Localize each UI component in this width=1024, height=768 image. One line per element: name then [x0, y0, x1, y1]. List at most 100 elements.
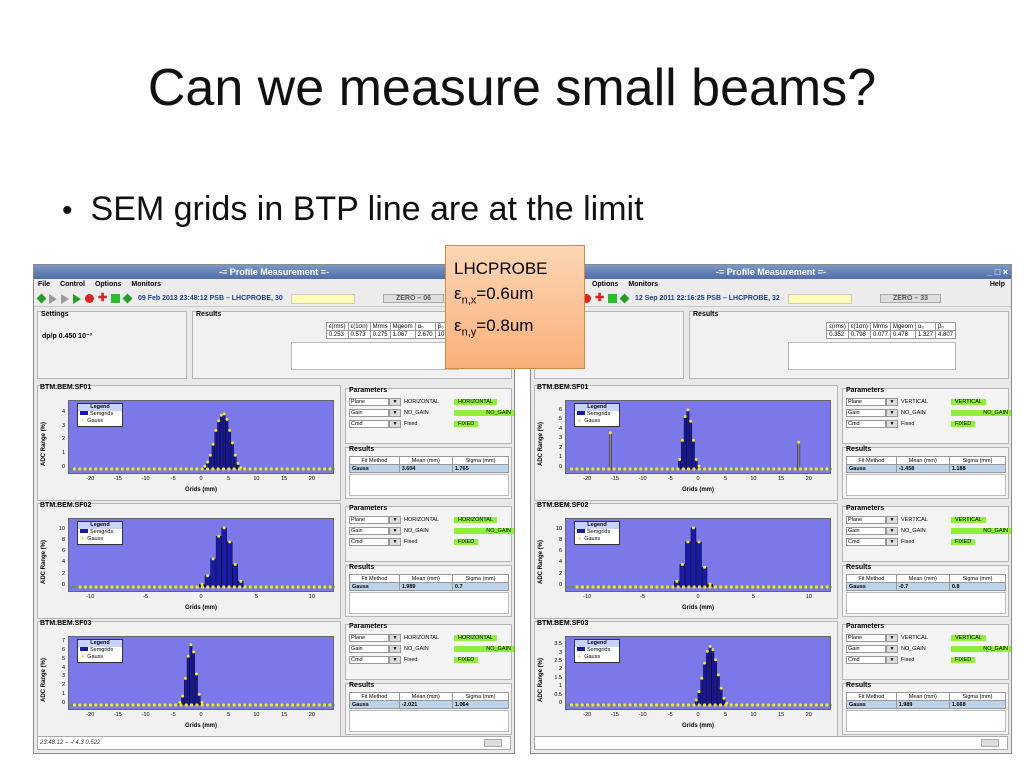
gauss-point: [259, 585, 263, 589]
gauss-point: [83, 585, 88, 589]
step-icon[interactable]: [61, 293, 69, 304]
gauss-point: [767, 585, 771, 589]
y-axis-label: ADC Range (%): [41, 657, 47, 702]
gauss-point: [686, 467, 691, 471]
status-green-icon[interactable]: [608, 294, 617, 303]
semgrid-bar: [189, 644, 193, 706]
plane-select[interactable]: Plane: [349, 397, 389, 406]
window-titlebar[interactable]: -= Profile Measurement =-_ □ ×: [34, 265, 514, 279]
gauss-point: [716, 673, 720, 677]
cmd-select[interactable]: Cmd: [349, 419, 389, 428]
menu-monitors[interactable]: Monitors: [131, 281, 161, 288]
stop-icon[interactable]: [85, 294, 94, 303]
chevron-down-icon[interactable]: ▼: [886, 644, 898, 653]
gain-select[interactable]: Gain: [846, 644, 886, 653]
x-tick-label: 5: [254, 594, 258, 600]
chevron-down-icon[interactable]: ▼: [389, 644, 401, 653]
plane-select[interactable]: Plane: [846, 515, 886, 524]
fit-header-mean: Mean (mm): [895, 692, 950, 701]
zero-button[interactable]: ZERO – 33: [879, 294, 941, 303]
fit-results-panel: Results Fit Method Mean (mm) Sigma (mm) Gaus…: [842, 682, 1009, 735]
chevron-down-icon[interactable]: ▼: [389, 633, 401, 642]
gain-select[interactable]: Gain: [349, 408, 389, 417]
x-tick-label: -10: [141, 712, 150, 718]
gauss-point: [72, 467, 77, 471]
chevron-down-icon[interactable]: ▼: [886, 537, 898, 546]
stop-icon[interactable]: [582, 294, 591, 303]
plane-select[interactable]: Plane: [349, 515, 389, 524]
add-icon[interactable]: ✚: [98, 292, 108, 304]
fit-header-sigma: Sigma (mm): [451, 574, 510, 583]
cmd-select[interactable]: Cmd: [846, 419, 886, 428]
gauss-point: [655, 585, 659, 589]
gauss-point: [174, 703, 178, 707]
gauss-point: [612, 585, 616, 589]
gauss-point: [766, 467, 770, 471]
gauss-point: [711, 648, 715, 652]
chevron-down-icon[interactable]: ▼: [389, 526, 401, 535]
y-tick-label: 10: [58, 525, 65, 532]
gain-select[interactable]: Gain: [846, 526, 886, 535]
chevron-down-icon[interactable]: ▼: [389, 537, 401, 546]
chevron-down-icon[interactable]: ▼: [886, 408, 898, 417]
menu-help[interactable]: Help: [989, 281, 1005, 288]
cmd-select[interactable]: Cmd: [846, 655, 886, 664]
menu-monitors[interactable]: Monitors: [628, 281, 658, 288]
gauss-point: [99, 467, 103, 471]
status-button[interactable]: [981, 739, 999, 747]
comment-field[interactable]: [787, 293, 852, 304]
zero-button[interactable]: ZERO – 06: [382, 294, 444, 303]
chevron-down-icon[interactable]: ▼: [886, 397, 898, 406]
gain-select[interactable]: Gain: [846, 408, 886, 417]
add-icon[interactable]: ✚: [595, 292, 605, 304]
chevron-down-icon[interactable]: ▼: [886, 419, 898, 428]
acquire-icon[interactable]: [619, 293, 630, 304]
chevron-down-icon[interactable]: ▼: [886, 515, 898, 524]
chevron-down-icon[interactable]: ▼: [389, 655, 401, 664]
chevron-down-icon[interactable]: ▼: [886, 633, 898, 642]
gauss-point: [78, 585, 82, 589]
cmd-value: Fixed: [901, 656, 915, 663]
cmd-select[interactable]: Cmd: [349, 537, 389, 546]
chevron-down-icon[interactable]: ▼: [389, 515, 401, 524]
gauss-point: [686, 540, 690, 544]
plane-select[interactable]: Plane: [846, 397, 886, 406]
gauss-point: [734, 467, 739, 471]
chevron-down-icon[interactable]: ▼: [389, 397, 401, 406]
menu-options[interactable]: Options: [94, 281, 122, 288]
gain-select[interactable]: Gain: [349, 526, 389, 535]
gauss-point: [596, 703, 600, 707]
plane-select[interactable]: Plane: [349, 633, 389, 642]
gauss-point: [195, 703, 199, 707]
gauss-point: [190, 585, 194, 589]
gauss-point: [718, 703, 723, 707]
plot-legend: LegendSemgridsGauss: [77, 403, 123, 427]
cmd-select[interactable]: Cmd: [349, 655, 389, 664]
window-titlebar[interactable]: -= Profile Measurement =-_ □ ×: [531, 265, 1011, 279]
y-tick-label: 7: [61, 638, 65, 644]
window-controls-icon[interactable]: _ □ ×: [987, 267, 1008, 277]
chevron-down-icon[interactable]: ▼: [886, 526, 898, 535]
cmd-select[interactable]: Cmd: [846, 537, 886, 546]
gauss-point: [596, 585, 600, 589]
menu-options[interactable]: Options: [591, 281, 619, 288]
chevron-down-icon[interactable]: ▼: [389, 408, 401, 417]
menu-control[interactable]: Control: [60, 281, 85, 288]
x-tick-label: -10: [86, 594, 95, 600]
acquire-icon[interactable]: [122, 293, 133, 304]
status-button[interactable]: [484, 739, 502, 747]
gain-select[interactable]: Gain: [349, 644, 389, 653]
plane-select[interactable]: Plane: [846, 633, 886, 642]
status-green-icon[interactable]: [111, 294, 120, 303]
gauss-point: [280, 467, 284, 471]
play-icon[interactable]: [73, 293, 81, 304]
chevron-down-icon[interactable]: ▼: [389, 419, 401, 428]
legend-gauss: Gauss: [575, 418, 619, 425]
menu-file[interactable]: File: [38, 281, 51, 288]
emittance-header: ε(rms): [826, 322, 849, 331]
chevron-down-icon[interactable]: ▼: [886, 655, 898, 664]
step-back-icon[interactable]: [49, 293, 57, 304]
comment-field[interactable]: [290, 293, 355, 304]
dpp-spinner[interactable]: dp/p 0.450 10⁻³: [42, 333, 92, 340]
refresh-icon[interactable]: [36, 293, 47, 304]
